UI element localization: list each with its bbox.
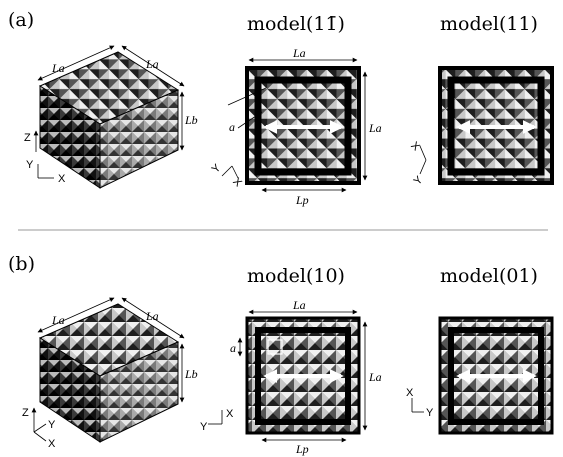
- view-b1: La La Lp a X Y: [200, 298, 382, 456]
- cube-b-axis-x-line: [33, 431, 47, 442]
- view-a1: La La Lp a Y X: [210, 46, 382, 207]
- view-a1-frame: [254, 76, 352, 176]
- view-a1-axis-y: Y: [210, 162, 224, 176]
- panel-b-letter: (b): [8, 253, 35, 275]
- view-a1-title: model(11̄): [247, 13, 345, 35]
- cube-a-label-la-right: La: [145, 57, 159, 71]
- view-b1-unit-cell: [267, 339, 283, 355]
- cube-a-label-lb: Lb: [184, 113, 198, 127]
- cube-a-dim-right: [121, 45, 185, 87]
- view-b2-axis-x: X: [406, 387, 414, 399]
- cube-b-label-lb: Lb: [184, 367, 198, 381]
- view-a2: X Y: [408, 66, 554, 188]
- cube-b-dim-left: [37, 297, 115, 333]
- view-b1-title: model(10): [247, 265, 345, 287]
- view-b1-axis-y: Y: [200, 421, 208, 433]
- cube-a-label-la-left: La: [51, 61, 65, 75]
- view-a1-dim-a-lead1: [227, 87, 267, 106]
- view-b2-title: model(01): [440, 265, 538, 287]
- cube-b-label-la-left: La: [51, 313, 65, 327]
- panel-a-letter: (a): [8, 9, 34, 31]
- cube-a-dim-left: [37, 45, 115, 81]
- view-b2: X Y: [406, 316, 554, 435]
- view-a1-axis-x: X: [230, 176, 244, 190]
- view-a2-axis-y: Y: [412, 174, 426, 188]
- cube-a-axis-z: Z: [24, 132, 31, 144]
- view-b1-label-side: La: [368, 370, 382, 384]
- cube-b-label-la-right: La: [145, 309, 159, 323]
- view-a2-axis-line-1: [419, 145, 427, 161]
- view-a1-label-top: La: [292, 46, 306, 60]
- cube-b-axis-y-line: [33, 423, 47, 433]
- view-b2-frame: [448, 327, 544, 425]
- cube-b-axis-x: X: [48, 438, 56, 450]
- view-a2-axis-line-2: [419, 159, 427, 175]
- view-b1-axis-x: X: [226, 408, 234, 420]
- view-b1-label-bottom: Lp: [295, 442, 309, 456]
- cube-a: La La Lb Z Y X: [24, 45, 198, 189]
- cube-b-axis-y: Y: [48, 419, 56, 431]
- view-a2-title: model(11): [440, 13, 538, 35]
- view-a2-frame: [447, 76, 545, 176]
- cube-a-axis-y: Y: [26, 159, 34, 171]
- view-a1-axis-line-2: [231, 165, 239, 179]
- cube-b-right-face: [99, 341, 179, 443]
- view-a1-dim-a-lead2: [237, 111, 263, 129]
- cube-b-axis-z: Z: [22, 407, 29, 419]
- view-b1-frame: [255, 327, 351, 425]
- view-a1-label-bottom: Lp: [295, 193, 309, 207]
- view-b2-axis-y: Y: [426, 407, 434, 419]
- view-a1-label-a: a: [229, 120, 235, 134]
- view-b1-label-a: a: [230, 341, 236, 355]
- view-b1-label-top: La: [292, 298, 306, 312]
- view-a1-label-side: La: [368, 121, 382, 135]
- cube-b: La La Lb Z Y X: [22, 297, 198, 450]
- cube-b-dim-right: [121, 297, 185, 339]
- cube-a-axis-x: X: [58, 173, 66, 185]
- view-a1-axis-line-1: [221, 165, 233, 177]
- cube-a-right-face: [99, 89, 179, 189]
